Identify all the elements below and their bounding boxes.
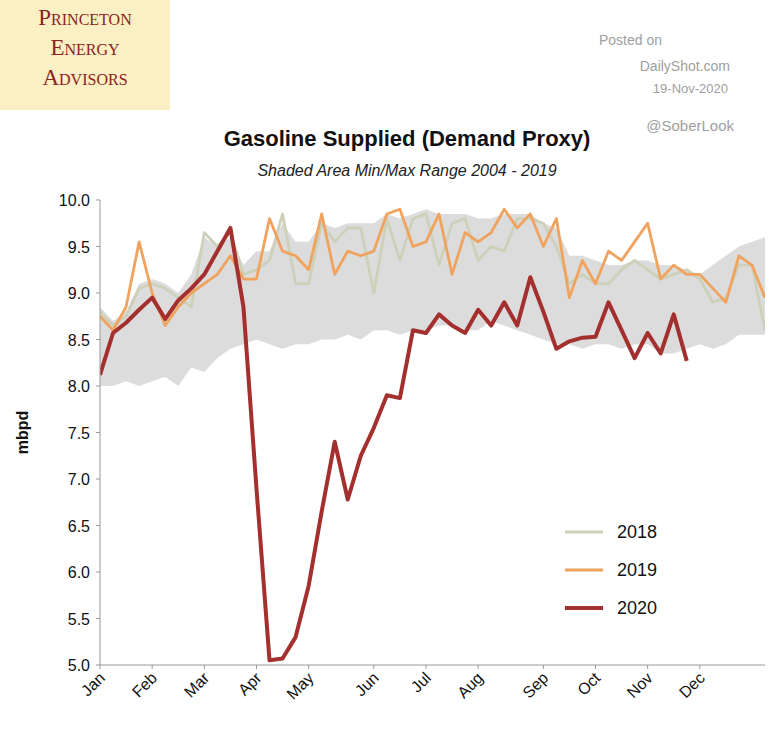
legend: 2018 2019 2020 <box>565 522 657 618</box>
y-tick <box>96 618 100 619</box>
logo-box <box>0 0 170 110</box>
legend-swatch <box>565 531 603 534</box>
background <box>0 0 774 738</box>
y-tick <box>96 432 100 433</box>
y-tick <box>96 339 100 340</box>
x-tick-label: Mar <box>181 669 213 701</box>
y-tick <box>96 386 100 387</box>
legend-label: 2019 <box>617 560 657 580</box>
subtitle: Shaded Area Min/Max Range 2004 - 2019 <box>257 162 556 179</box>
logo-text: Princeton <box>38 5 132 30</box>
y-tick <box>96 665 100 666</box>
legend-swatch <box>565 606 603 610</box>
x-tick-label: Jan <box>78 669 108 699</box>
title: Gasoline Supplied (Demand Proxy) <box>224 126 591 151</box>
y-tick <box>96 293 100 294</box>
y-tick-label: 10.0 <box>59 192 90 209</box>
y-tick-label: 5.5 <box>68 611 90 628</box>
series-line <box>100 214 765 330</box>
x-tick <box>256 665 257 669</box>
range-band <box>100 209 765 386</box>
x-tick <box>647 665 648 669</box>
y-tick-label: 8.5 <box>68 332 90 349</box>
x-tick <box>543 665 544 669</box>
annotation: DailyShot.com <box>640 58 730 74</box>
x-tick-label: Feb <box>129 669 161 701</box>
series-line <box>100 209 765 330</box>
y-tick-label: 9.0 <box>68 285 90 302</box>
x-tick-label: Dec <box>676 669 708 701</box>
x-tick-label: Aug <box>454 669 486 701</box>
x-tick-label: Jun <box>352 669 382 699</box>
y-tick <box>96 479 100 480</box>
x-tick-label: Nov <box>624 669 656 701</box>
logo-text: Energy <box>50 35 120 60</box>
y-tick <box>96 200 100 201</box>
x-tick <box>425 665 426 669</box>
y-tick <box>96 525 100 526</box>
x-tick-label: Oct <box>574 669 604 699</box>
x-tick-label: May <box>283 669 316 702</box>
x-axis-line <box>100 665 765 666</box>
x-tick <box>100 665 101 669</box>
annotation: Posted on <box>599 32 662 48</box>
y-tick <box>96 572 100 573</box>
y-tick-label: 7.5 <box>68 425 90 442</box>
series-line <box>100 228 687 660</box>
x-tick-label: Sep <box>519 669 551 701</box>
plot-area <box>100 209 765 660</box>
legend-swatch <box>565 569 603 572</box>
y-tick-label: 6.0 <box>68 564 90 581</box>
x-tick <box>595 665 596 669</box>
x-tick <box>699 665 700 669</box>
y-tick-label: 6.5 <box>68 518 90 535</box>
y-tick-label: 8.0 <box>68 378 90 395</box>
y-tick-label: 7.0 <box>68 471 90 488</box>
legend-label: 2018 <box>617 522 657 542</box>
y-tick <box>96 246 100 247</box>
x-tick-label: Jul <box>408 669 434 695</box>
x-tick <box>478 665 479 669</box>
chart: Princeton Energy Advisors Posted on DailySho… <box>0 0 774 738</box>
x-tick <box>152 665 153 669</box>
legend-label: 2020 <box>617 598 657 618</box>
x-tick-label: Apr <box>235 669 265 699</box>
y-axis-label: mbpd <box>14 411 31 455</box>
x-tick <box>308 665 309 669</box>
x-tick <box>204 665 205 669</box>
y-tick-label: 5.0 <box>68 657 90 674</box>
x-tick <box>373 665 374 669</box>
annotation: 19-Nov-2020 <box>653 81 728 96</box>
annotation: @SoberLook <box>646 117 734 134</box>
y-tick-label: 9.5 <box>68 239 90 256</box>
logo-text: Advisors <box>42 65 127 90</box>
